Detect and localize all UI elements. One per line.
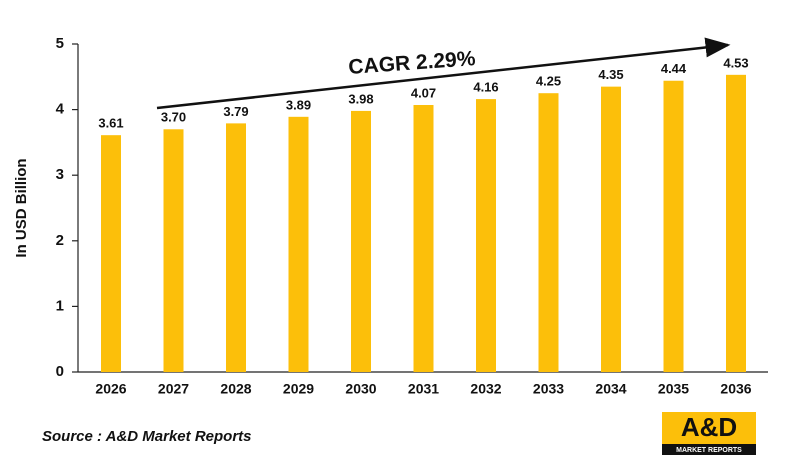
logo: A&D MARKET REPORTS xyxy=(662,412,756,455)
y-tick-label: 2 xyxy=(56,232,64,249)
x-tick-label: 2029 xyxy=(283,381,314,397)
bar xyxy=(726,74,746,372)
value-label: 3.70 xyxy=(161,110,186,125)
value-label: 4.07 xyxy=(411,85,436,100)
x-tick-label: 2032 xyxy=(470,381,501,397)
bar xyxy=(413,105,434,373)
x-tick-label: 2031 xyxy=(408,381,439,397)
logo-strip xyxy=(662,444,756,455)
bar xyxy=(288,116,309,372)
value-label: 4.25 xyxy=(536,74,561,89)
logo-box xyxy=(662,412,756,444)
source: Source : A&D Market Reports xyxy=(42,428,252,445)
bar xyxy=(538,93,559,372)
y-tick-label: 5 xyxy=(56,35,64,52)
bar xyxy=(601,86,621,372)
logo-subtitle: MARKET REPORTS xyxy=(676,447,742,454)
cagr-arrow xyxy=(156,37,731,110)
x-tick-label: 2035 xyxy=(658,381,689,397)
bar xyxy=(351,110,371,373)
bar xyxy=(101,135,121,372)
y-tick-label: 1 xyxy=(56,297,64,314)
bar xyxy=(663,80,684,373)
value-label: 4.16 xyxy=(473,80,498,95)
x-tick-label: 2036 xyxy=(720,381,751,397)
x-tick-label: 2028 xyxy=(220,381,251,397)
value-label: 4.53 xyxy=(723,55,748,70)
value-label: 4.35 xyxy=(598,67,623,82)
y-tick-label: 4 xyxy=(56,101,65,118)
value-label: 3.98 xyxy=(348,91,373,106)
x-tick-label: 2030 xyxy=(345,381,376,397)
y-tick-label: 3 xyxy=(56,166,64,183)
y-tick-label: 0 xyxy=(56,363,64,380)
bar xyxy=(163,129,184,372)
value-label: 3.79 xyxy=(223,104,248,119)
y-axis-label: In USD Billion xyxy=(13,158,30,257)
value-label: 4.44 xyxy=(661,61,687,76)
bar xyxy=(476,99,496,372)
value-label: 3.61 xyxy=(98,116,123,131)
bar xyxy=(226,123,246,372)
x-tick-label: 2026 xyxy=(95,381,126,397)
x-tick-label: 2027 xyxy=(158,381,189,397)
logo-title: A&D xyxy=(681,412,737,442)
value-label: 3.89 xyxy=(286,97,311,112)
x-tick-label: 2033 xyxy=(533,381,564,397)
x-tick-label: 2034 xyxy=(595,381,626,397)
